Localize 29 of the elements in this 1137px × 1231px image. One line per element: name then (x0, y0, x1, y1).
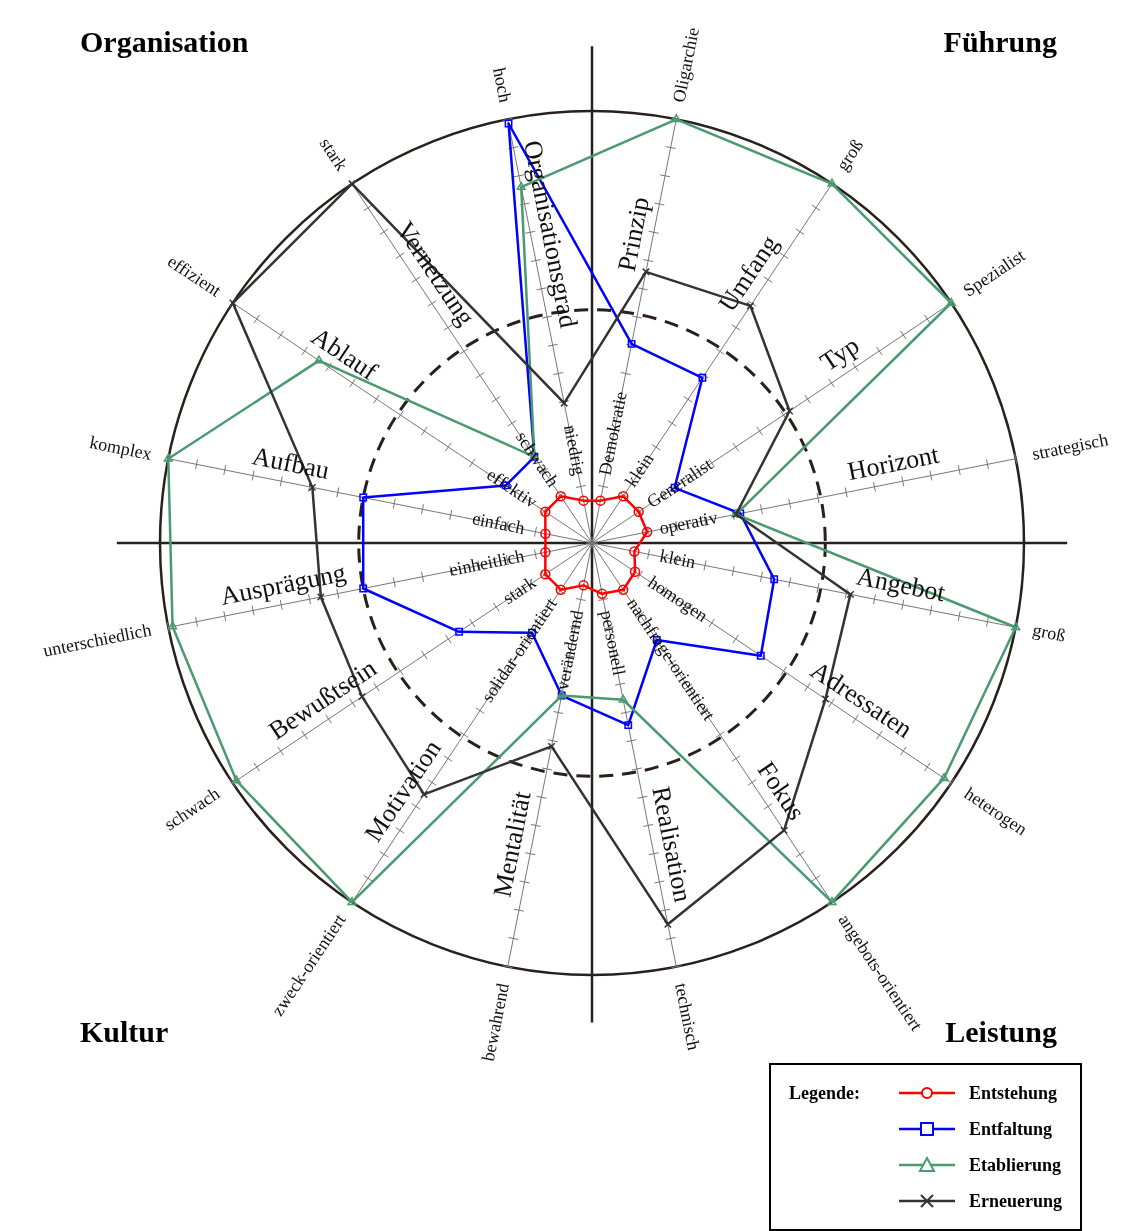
text: technisch (671, 981, 704, 1052)
text: Organisation (80, 25, 249, 59)
spoke-label: Angebot (854, 561, 949, 608)
text: personell (596, 608, 630, 678)
text: bewahrend (477, 981, 513, 1063)
legend-title: Legende: (788, 1082, 861, 1104)
text: Führung (943, 25, 1057, 59)
text: strategisch (1030, 429, 1110, 464)
spoke-label: Aufbau (249, 441, 332, 485)
text: komplex (87, 432, 154, 464)
legend-label: Entfaltung (968, 1118, 1053, 1140)
spoke-label: Ausprägung (217, 557, 349, 611)
spoke-label: Prinzip (611, 194, 655, 274)
text: groß (1030, 619, 1068, 646)
text: Oligarchie (668, 25, 704, 105)
text: niedrig (560, 423, 590, 477)
spoke-label: Typ (814, 330, 865, 378)
text: klein (658, 545, 698, 573)
legend-label: Etablierung (968, 1154, 1061, 1176)
text: hoch (488, 65, 516, 105)
legend-label: Entstehung (968, 1082, 1058, 1104)
text: operativ (657, 506, 720, 539)
spoke-label: Horizont (845, 439, 943, 487)
legend-label: Erneuerung (968, 1190, 1062, 1212)
spoke-label: Mentalität (487, 788, 537, 900)
text: einfach (470, 508, 527, 539)
text: Kultur (80, 1015, 169, 1049)
text: Leistung (945, 1015, 1057, 1049)
spoke-label: Realisation (646, 784, 698, 905)
